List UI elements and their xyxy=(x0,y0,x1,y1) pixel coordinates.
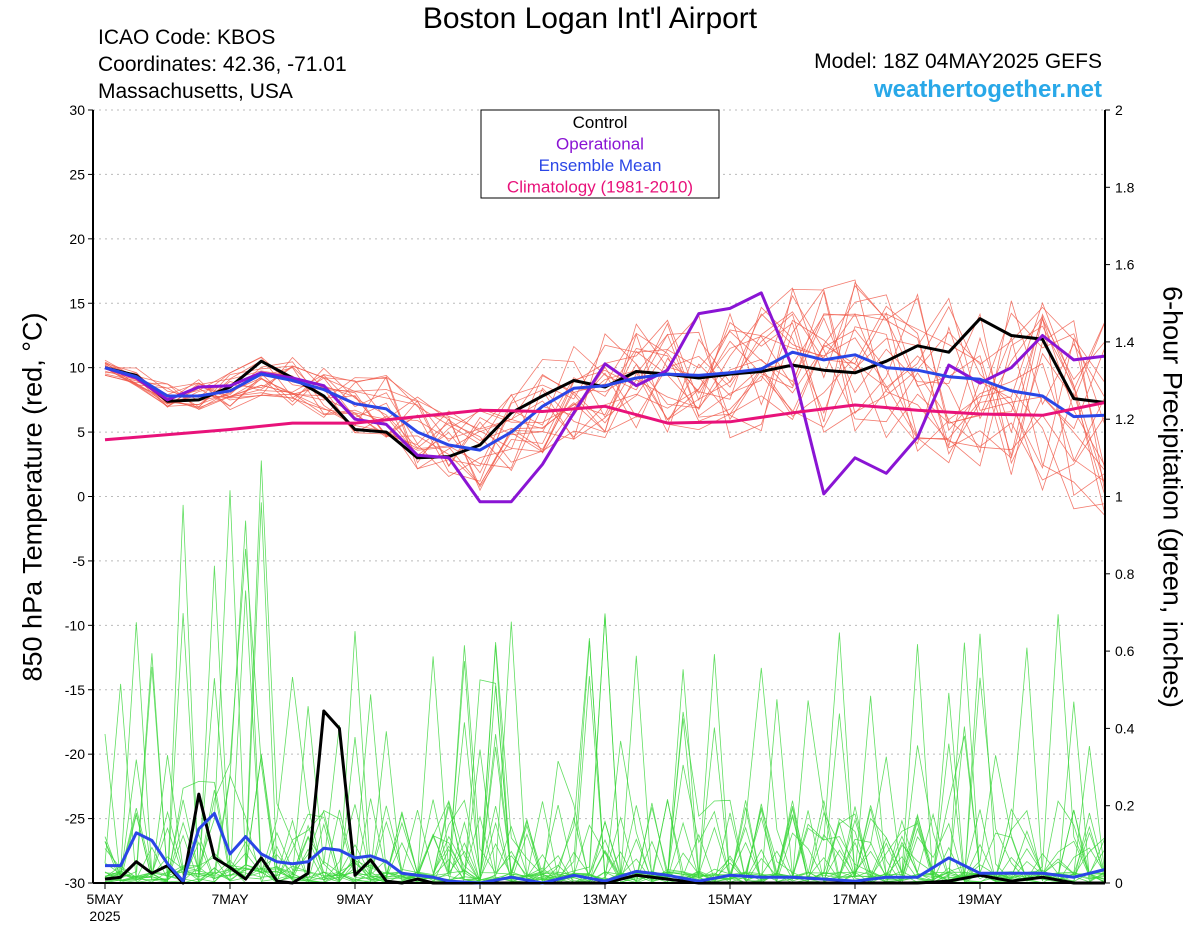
x-tick-label: 9MAY xyxy=(336,891,374,907)
y-tick-label: -5 xyxy=(73,553,86,569)
axes xyxy=(88,109,1110,889)
legend-operational: Operational xyxy=(556,135,644,154)
x-tick-label: 15MAY xyxy=(708,891,754,907)
chart-title: Boston Logan Int'l Airport xyxy=(422,2,758,35)
legend-climatology: Climatology (1981-2010) xyxy=(507,178,693,197)
y-tick-label: 5 xyxy=(77,424,85,440)
icao-code: ICAO Code: KBOS xyxy=(98,26,276,49)
y2-tick-label: 0.6 xyxy=(1115,643,1135,659)
legend-box xyxy=(480,109,720,199)
y-tick-label: 30 xyxy=(69,102,85,118)
temp-member-line xyxy=(104,313,1106,493)
coordinates: Coordinates: 42.36, -71.01 xyxy=(98,53,347,76)
y-tick-label: 10 xyxy=(69,360,85,376)
y-tick-label: 20 xyxy=(69,231,85,247)
y-tick-label: -10 xyxy=(65,617,85,633)
legend-control: Control xyxy=(573,113,628,132)
y2-tick-label: 1.2 xyxy=(1115,411,1135,427)
precip-member-line xyxy=(104,520,1106,884)
model-run: Model: 18Z 04MAY2025 GEFS xyxy=(814,50,1102,73)
y2-tick-label: 0.4 xyxy=(1115,720,1135,736)
operational-temp-line xyxy=(104,291,1106,504)
y-axis-label-right: 6-hour Precipitation (green, inches) xyxy=(1157,286,1188,708)
y2-tick-label: 1.8 xyxy=(1115,179,1135,195)
ensemble-mean-temp-line xyxy=(104,350,1106,452)
x-tick-year: 2025 xyxy=(89,908,120,924)
precip-member-line xyxy=(104,490,1106,883)
temp-member-line xyxy=(104,297,1106,467)
climatology-temp-line xyxy=(104,401,1106,442)
y2-tick-label: 1 xyxy=(1115,489,1123,505)
y2-tick-label: 0.8 xyxy=(1115,566,1135,582)
precip-member-line xyxy=(104,502,1106,883)
x-tick-label: 5MAY xyxy=(86,891,124,907)
legend: Control Operational Ensemble Mean Climatolo… xyxy=(480,109,720,199)
x-tick-label: 17MAY xyxy=(833,891,879,907)
y-tick-label: -30 xyxy=(65,875,85,891)
precip-member-line xyxy=(104,504,1106,884)
x-tick-label: 19MAY xyxy=(958,891,1004,907)
x-tick-label: 7MAY xyxy=(211,891,249,907)
temp-member-line xyxy=(104,311,1106,515)
tick-labels: 302520151050-5-10-15-20-25-3021.81.61.41… xyxy=(65,102,1135,924)
grid xyxy=(93,109,1105,884)
y-tick-label: -20 xyxy=(65,746,85,762)
y2-tick-label: 1.4 xyxy=(1115,334,1135,350)
region: Massachusetts, USA xyxy=(98,80,293,103)
ensemble-mean-precip-line xyxy=(105,811,1106,885)
temp-member-line xyxy=(104,294,1106,510)
y-tick-label: -25 xyxy=(65,811,85,827)
y-tick-label: 15 xyxy=(69,295,85,311)
temp-member-line xyxy=(104,301,1106,486)
y2-tick-label: 0 xyxy=(1115,875,1123,891)
y2-tick-label: 1.6 xyxy=(1115,257,1135,273)
y-axis-label-left: 850 hPa Temperature (red, °C) xyxy=(17,312,48,682)
y-tick-label: -15 xyxy=(65,682,85,698)
precip-member-line xyxy=(104,614,1106,884)
y-tick-label: 25 xyxy=(69,166,85,182)
x-tick-label: 13MAY xyxy=(583,891,629,907)
temp-member-line xyxy=(104,306,1106,481)
y-tick-label: 0 xyxy=(77,489,85,505)
legend-ensemble-mean: Ensemble Mean xyxy=(539,156,662,175)
ensemble-members xyxy=(104,279,1106,885)
temp-member-line xyxy=(104,294,1106,469)
series-lines xyxy=(104,291,1106,885)
y2-tick-label: 2 xyxy=(1115,102,1123,118)
precip-member-line xyxy=(104,548,1106,883)
x-tick-label: 11MAY xyxy=(458,891,502,907)
temp-member-line xyxy=(104,279,1106,496)
site-link[interactable]: weathertogether.net xyxy=(873,76,1102,103)
y2-tick-label: 0.2 xyxy=(1115,798,1135,814)
